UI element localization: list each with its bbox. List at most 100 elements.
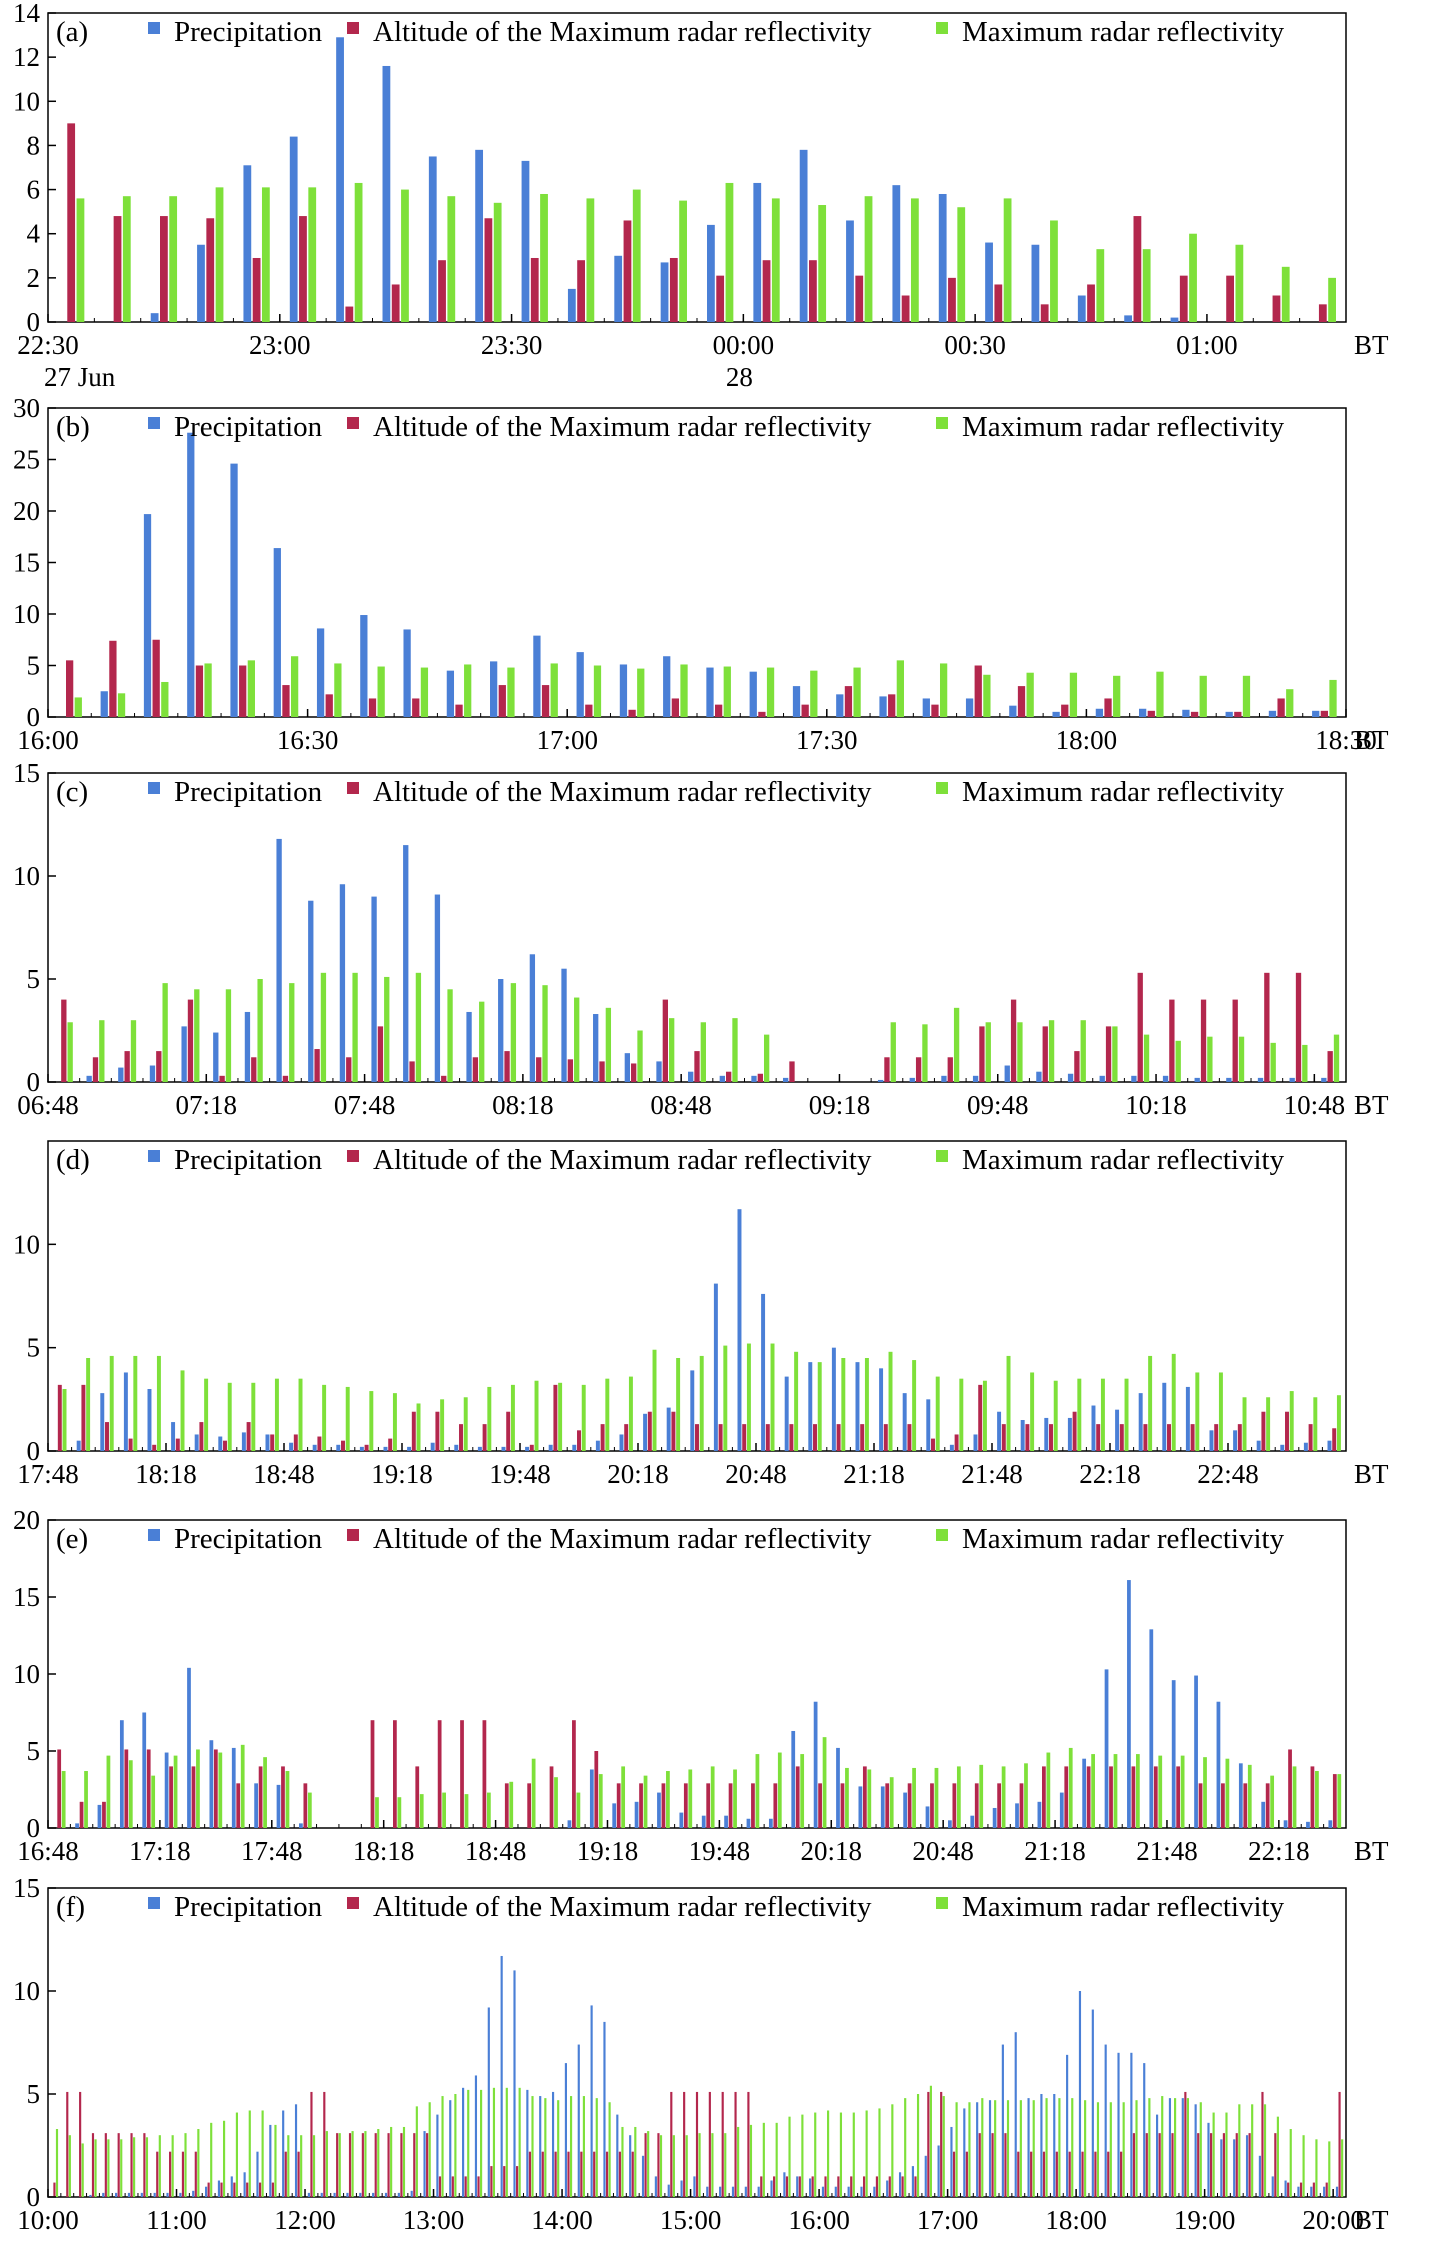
bar-precipitation bbox=[466, 1011, 472, 1082]
bar-altitude bbox=[716, 275, 725, 322]
bar-max-reflectivity bbox=[1109, 2102, 1112, 2197]
bar-max-reflectivity bbox=[878, 2108, 881, 2197]
bar-max-reflectivity bbox=[628, 1376, 633, 1451]
bar-max-reflectivity bbox=[994, 2100, 997, 2197]
bar-precipitation bbox=[526, 2089, 529, 2197]
bar-max-reflectivity bbox=[904, 2098, 907, 2197]
x-tick-label: 19:48 bbox=[689, 1836, 751, 1866]
bar-altitude bbox=[239, 665, 247, 717]
bar-precipitation bbox=[796, 2176, 799, 2197]
bar-altitude bbox=[836, 1424, 841, 1451]
x-tick-label: 18:00 bbox=[1056, 725, 1118, 755]
panel-c: 0 5 10 15 06:48 07:18 07:48 08:18 08:48 09:18 09:4… bbox=[13, 758, 1389, 1120]
bar-precipitation bbox=[346, 2192, 349, 2197]
x-tick-label: 20:18 bbox=[607, 1459, 669, 1489]
bar-precipitation bbox=[561, 968, 567, 1082]
y-tick-label: 0 bbox=[27, 2182, 41, 2212]
bar-max-reflectivity bbox=[274, 1378, 279, 1451]
bar-max-reflectivity bbox=[934, 1767, 939, 1828]
bar-altitude bbox=[567, 2151, 570, 2197]
bar-precipitation bbox=[477, 1446, 482, 1451]
bar-altitude bbox=[143, 2133, 146, 2197]
bar-precipitation bbox=[688, 1071, 694, 1082]
bar-precipitation bbox=[333, 2192, 336, 2197]
bar-altitude bbox=[1320, 710, 1328, 717]
bar-precipitation bbox=[102, 2192, 105, 2197]
legend-swatch-max-reflectivity bbox=[936, 22, 948, 34]
bar-altitude bbox=[624, 1424, 629, 1451]
bar-altitude bbox=[223, 1440, 227, 1451]
bar-max-reflectivity bbox=[827, 2110, 830, 2197]
bar-max-reflectivity bbox=[723, 666, 731, 717]
y-tick-label: 5 bbox=[27, 651, 41, 681]
bar-altitude bbox=[974, 1783, 979, 1828]
bar-precipitation bbox=[641, 2155, 645, 2197]
bar-precipitation bbox=[846, 220, 854, 322]
bar-precipitation bbox=[660, 262, 669, 322]
bar-max-reflectivity bbox=[307, 1792, 312, 1828]
bar-max-reflectivity bbox=[688, 1769, 693, 1828]
bar-max-reflectivity bbox=[415, 2106, 418, 2197]
bar-max-reflectivity bbox=[968, 2102, 971, 2197]
bar-altitude bbox=[747, 2091, 750, 2197]
bar-max-reflectivity bbox=[1270, 1775, 1275, 1828]
bar-max-reflectivity bbox=[711, 2133, 714, 2197]
bar-altitude bbox=[1332, 1774, 1337, 1828]
bar-max-reflectivity bbox=[810, 670, 818, 717]
bar-precipitation bbox=[187, 1667, 191, 1828]
bar-max-reflectivity bbox=[534, 1380, 539, 1451]
bar-max-reflectivity bbox=[1135, 2100, 1138, 2197]
bar-altitude bbox=[92, 1057, 99, 1082]
bar-max-reflectivity bbox=[248, 2110, 251, 2197]
legend-entry: Precipitation bbox=[174, 1523, 323, 1555]
bar-altitude bbox=[1153, 1766, 1158, 1828]
bar-precipitation bbox=[753, 182, 762, 322]
bar-precipitation bbox=[1040, 2094, 1043, 2197]
bar-altitude bbox=[1086, 1766, 1091, 1828]
bar-altitude bbox=[1277, 698, 1285, 717]
bar-max-reflectivity bbox=[99, 1020, 105, 1082]
bar-altitude bbox=[464, 2176, 467, 2197]
bar-max-reflectivity bbox=[161, 681, 169, 717]
bar-altitude bbox=[346, 1057, 352, 1082]
bar-altitude bbox=[1265, 1783, 1270, 1828]
bar-altitude bbox=[79, 1801, 84, 1828]
bar-max-reflectivity bbox=[1199, 2102, 1202, 2197]
bar-precipitation bbox=[1044, 1417, 1049, 1451]
bar-precipitation bbox=[423, 2131, 426, 2197]
panel-label: (f) bbox=[56, 1891, 85, 1923]
bar-precipitation bbox=[118, 1067, 124, 1082]
bar-precipitation bbox=[619, 1434, 624, 1451]
bar-precipitation bbox=[858, 1786, 863, 1828]
bar-precipitation bbox=[902, 1393, 907, 1451]
bar-altitude bbox=[694, 1051, 700, 1082]
bar-altitude bbox=[516, 2166, 519, 2197]
bar-altitude bbox=[527, 1783, 532, 1828]
bar-precipitation bbox=[164, 1752, 169, 1828]
legend-entry: Precipitation bbox=[174, 411, 323, 443]
bar-precipitation bbox=[147, 1389, 152, 1451]
bar-precipitation bbox=[1257, 1077, 1264, 1082]
bar-max-reflectivity bbox=[637, 1030, 643, 1082]
legend-entry: Maximum radar reflectivity bbox=[962, 16, 1285, 48]
bar-altitude bbox=[1042, 2151, 1046, 2197]
bar-altitude bbox=[252, 257, 261, 322]
bar-altitude bbox=[862, 1766, 867, 1828]
bar-max-reflectivity bbox=[981, 2098, 984, 2197]
bar-altitude bbox=[529, 1444, 534, 1451]
bar-max-reflectivity bbox=[531, 2096, 534, 2197]
x-tick-label: 17:18 bbox=[129, 1836, 191, 1866]
bar-max-reflectivity bbox=[1336, 1395, 1341, 1451]
bar-altitude bbox=[888, 694, 896, 717]
bar-max-reflectivity bbox=[935, 1376, 940, 1451]
x-tick-label: 12:00 bbox=[274, 2205, 336, 2235]
bar-altitude bbox=[199, 1422, 204, 1451]
bar-precipitation bbox=[737, 1209, 742, 1451]
bar-precipitation bbox=[230, 2176, 233, 2197]
bar-altitude bbox=[412, 698, 420, 717]
bar-max-reflectivity bbox=[1329, 679, 1337, 717]
bar-precipitation bbox=[1095, 708, 1104, 717]
bar-precipitation bbox=[724, 1815, 728, 1828]
bar-max-reflectivity bbox=[593, 665, 602, 717]
bar-max-reflectivity bbox=[68, 2135, 71, 2197]
